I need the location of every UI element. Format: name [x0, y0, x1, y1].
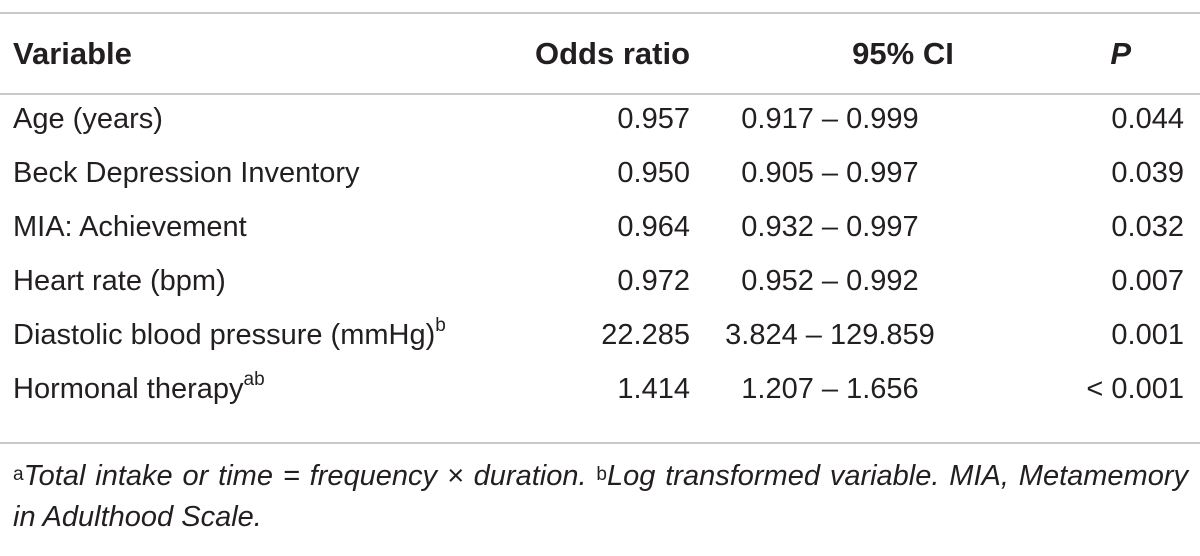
row-ci: 0.905 – 0.997: [741, 157, 919, 189]
footnote-mark-b: b: [596, 464, 607, 485]
footnote-b-text: Log transformed variable. MIA, Metamemor…: [13, 460, 1188, 533]
table-header-row: Variable Odds ratio 95% CI P: [0, 14, 1200, 93]
row-odds-ratio: 0.957: [617, 103, 690, 135]
row-p: 0.039: [1111, 157, 1184, 189]
table-header-rule: [0, 93, 1200, 95]
footnote-a-text: Total intake or time = frequency × durat…: [23, 460, 597, 492]
row-odds-ratio: 0.950: [617, 157, 690, 189]
table-row: Diastolic blood pressure (mmHg)b 22.285 …: [0, 311, 1200, 365]
table-row: Hormonal therapyab 1.414 1.207 – 1.656 <…: [0, 365, 1200, 419]
row-p: 0.001: [1111, 319, 1184, 351]
header-ci: 95% CI: [852, 36, 954, 71]
row-p: < 0.001: [1086, 373, 1184, 405]
header-variable: Variable: [13, 36, 132, 71]
row-variable: MIA: Achievement: [13, 211, 247, 243]
row-variable: Diastolic blood pressure (mmHg)b: [13, 315, 446, 351]
row-p: 0.007: [1111, 265, 1184, 297]
row-variable: Beck Depression Inventory: [13, 157, 360, 189]
row-ci: 1.207 – 1.656: [741, 373, 919, 405]
table-top-rule: [0, 12, 1200, 14]
row-ci: 0.917 – 0.999: [741, 103, 919, 135]
row-ci: 0.932 – 0.997: [741, 211, 919, 243]
table-row: Beck Depression Inventory 0.950 0.905 – …: [0, 149, 1200, 203]
table-bottom-rule: [0, 442, 1200, 444]
header-odds-ratio: Odds ratio: [534, 36, 690, 71]
row-variable: Age (years): [13, 103, 163, 135]
row-variable: Hormonal therapyab: [13, 369, 265, 405]
table-footnote: aTotal intake or time = frequency × dura…: [13, 456, 1188, 538]
row-p: 0.032: [1111, 211, 1184, 243]
row-ci: 3.824 – 129.859: [725, 319, 935, 351]
row-odds-ratio: 0.972: [617, 265, 690, 297]
row-p: 0.044: [1111, 103, 1184, 135]
row-variable: Heart rate (bpm): [13, 265, 226, 297]
row-odds-ratio: 0.964: [617, 211, 690, 243]
table-row: MIA: Achievement 0.964 0.932 – 0.997 0.0…: [0, 203, 1200, 257]
table-row: Age (years) 0.957 0.917 – 0.999 0.044: [0, 95, 1200, 149]
footnote-mark-a: a: [13, 464, 24, 485]
row-odds-ratio: 1.414: [617, 373, 690, 405]
row-ci: 0.952 – 0.992: [741, 265, 919, 297]
table-row: Heart rate (bpm) 0.972 0.952 – 0.992 0.0…: [0, 257, 1200, 311]
header-p: P: [1110, 36, 1131, 71]
row-odds-ratio: 22.285: [601, 319, 690, 351]
